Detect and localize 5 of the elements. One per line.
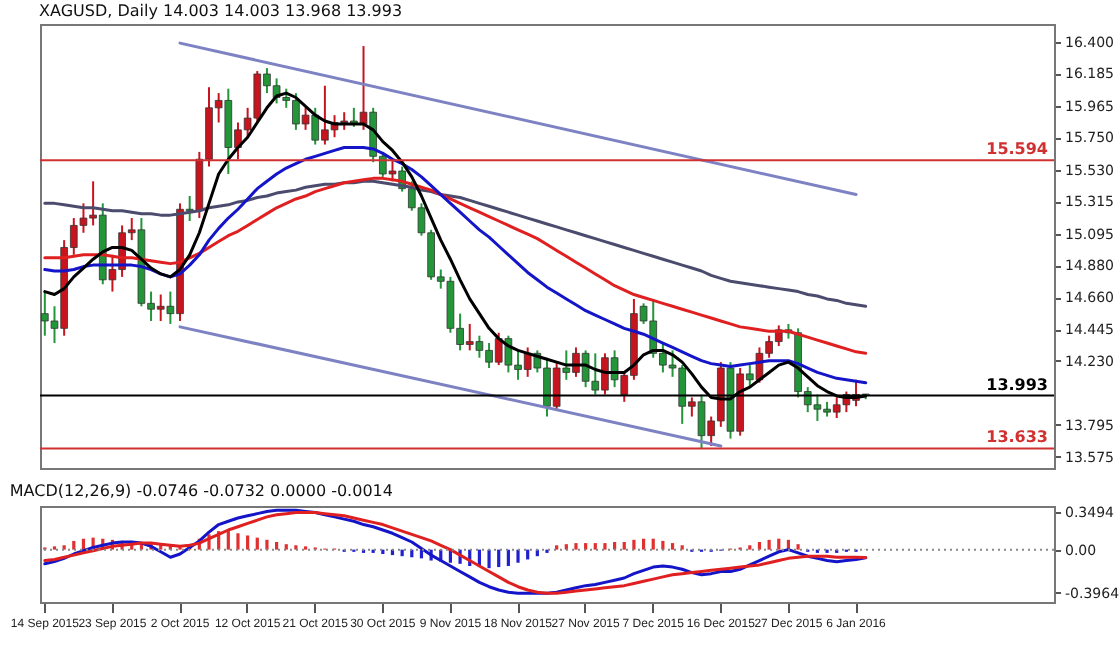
chart-title: MACD(12,26,9) -0.0746 -0.0732 0.0000 -0.0014 bbox=[9, 481, 393, 500]
ref-line-label: 13.993 bbox=[986, 375, 1048, 394]
ref-line-label: 13.633 bbox=[986, 428, 1048, 447]
chart-title: XAGUSD, Daily 14.003 14.003 13.968 13.993 bbox=[39, 2, 403, 20]
ref-line-label: 15.594 bbox=[986, 140, 1049, 159]
